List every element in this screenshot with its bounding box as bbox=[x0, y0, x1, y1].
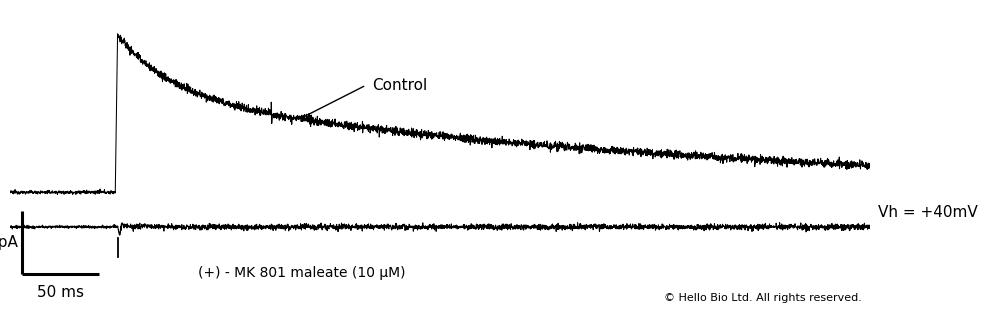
Text: 50 ms: 50 ms bbox=[37, 285, 84, 300]
Text: Vh = +40mV: Vh = +40mV bbox=[878, 205, 977, 220]
Text: Control: Control bbox=[372, 78, 428, 93]
Text: © Hello Bio Ltd. All rights reserved.: © Hello Bio Ltd. All rights reserved. bbox=[664, 293, 862, 303]
Text: 100 pA: 100 pA bbox=[0, 235, 18, 250]
Text: (+) - MK 801 maleate (10 μM): (+) - MK 801 maleate (10 μM) bbox=[198, 266, 406, 280]
